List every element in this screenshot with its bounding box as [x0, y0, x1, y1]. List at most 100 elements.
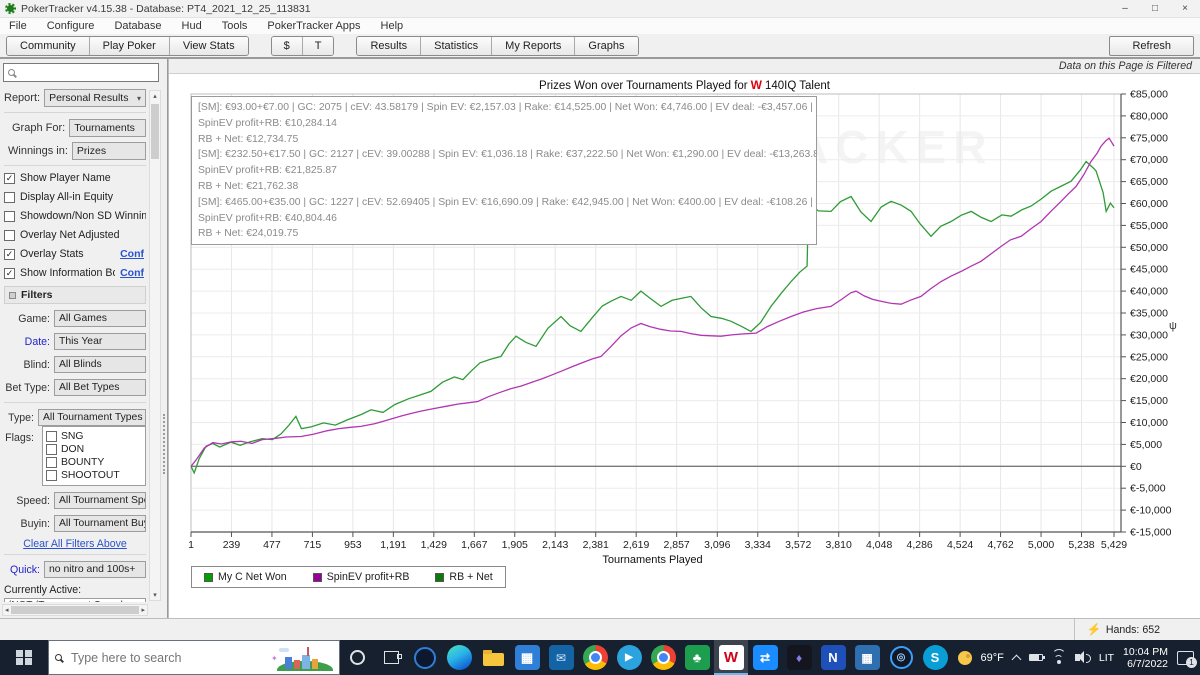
scroll-right-icon[interactable]: ▸ — [141, 607, 145, 614]
sidebar-search-input[interactable] — [18, 66, 158, 79]
tab-results[interactable]: Results — [357, 36, 422, 55]
scroll-left-icon[interactable]: ◂ — [5, 607, 9, 614]
filter-select-date[interactable]: This Year — [54, 333, 146, 350]
quick-select[interactable]: no nitro and 100s+ — [44, 561, 146, 578]
legend-item-my-c-net-won: My C Net Won — [204, 571, 287, 583]
flag-checkbox-bounty[interactable] — [46, 457, 57, 468]
report-select[interactable]: Personal Results ▾ — [44, 89, 146, 107]
filter-select-blind[interactable]: All Blinds — [54, 356, 146, 373]
chevron-up-icon[interactable] — [1011, 654, 1022, 664]
clear-all-filters-link[interactable]: Clear All Filters Above — [23, 538, 127, 550]
menu-tools[interactable]: Tools — [221, 20, 248, 32]
taskbar-app-chrome-profile-2[interactable] — [646, 640, 680, 675]
notification-center-icon[interactable]: 1 — [1177, 650, 1197, 668]
buyin-select[interactable]: All Tournament Buyins — [54, 515, 146, 532]
speed-select[interactable]: All Tournament Speeds — [54, 492, 146, 509]
pokertracker-logo-icon — [5, 3, 16, 14]
taskbar-app-camera-app[interactable]: ◎ — [884, 640, 918, 675]
menu-help[interactable]: Help — [380, 20, 404, 32]
scrollbar-thumb[interactable] — [151, 104, 159, 159]
sidebar-search-box[interactable] — [3, 63, 159, 82]
checkbox-overlay-stats[interactable]: ✓ — [4, 248, 15, 260]
taskbar-app-winamax-app[interactable]: W — [714, 640, 748, 675]
y-axis-tick-label: €60,000 — [1130, 198, 1168, 210]
taskbar-search-input[interactable] — [69, 649, 333, 666]
tab-graphs[interactable]: Graphs — [575, 36, 638, 55]
taskbar-search-box[interactable]: ✦ — [48, 640, 340, 675]
y-axis-tick-label: €25,000 — [1130, 351, 1168, 363]
menu-file[interactable]: File — [9, 20, 27, 32]
start-button[interactable] — [0, 640, 48, 675]
refresh-button[interactable]: Refresh — [1109, 35, 1194, 56]
winnings-in-select[interactable]: Prizes — [71, 142, 146, 160]
checkbox-overlay-net-adjusted[interactable] — [4, 229, 15, 241]
taskbar-app-mail-app[interactable]: ✉ — [544, 640, 578, 675]
taskbar-app-file-explorer[interactable] — [476, 640, 510, 675]
sidebar-horizontal-scrollbar[interactable]: ◂ ▸ — [2, 604, 148, 616]
taskbar-app-blue-app[interactable] — [408, 640, 442, 675]
sidebar-vertical-scrollbar[interactable]: ▴ ▾ — [149, 90, 161, 601]
checkbox-show-player-name[interactable]: ✓ — [4, 172, 15, 184]
wifi-icon[interactable] — [1051, 649, 1066, 664]
maximize-button[interactable]: □ — [1151, 3, 1159, 14]
x-axis-tick-label: 3,334 — [745, 539, 771, 551]
close-button[interactable]: × — [1182, 3, 1188, 14]
scroll-up-icon[interactable]: ▴ — [153, 93, 157, 100]
taskbar-app-edge-browser[interactable] — [442, 640, 476, 675]
conf-link-overlay-stats[interactable]: Conf — [120, 248, 144, 260]
taskbar-app-chrome-browser[interactable] — [578, 640, 612, 675]
menu-database[interactable]: Database — [114, 20, 162, 32]
filter-select-bet-type[interactable]: All Bet Types — [54, 379, 146, 396]
weather-icon[interactable] — [957, 650, 972, 665]
search-highlight-illustration[interactable]: ✦ — [269, 646, 335, 671]
x-axis-tick-label: 5,429 — [1101, 539, 1127, 551]
scrollbar-thumb[interactable] — [10, 606, 140, 614]
taskbar-app-telegram-app[interactable]: ▶ — [612, 640, 646, 675]
minimize-button[interactable]: – — [1122, 3, 1128, 14]
cortana-button[interactable] — [340, 640, 374, 675]
x-axis-tick-label: 1,905 — [502, 539, 528, 551]
battery-icon[interactable] — [1028, 654, 1045, 661]
type-select[interactable]: All Tournament Types — [38, 409, 146, 426]
task-view-icon — [383, 651, 402, 664]
store-app-icon: ▦ — [514, 645, 540, 670]
currency-toggle-t[interactable]: T — [302, 36, 334, 55]
toolbar-button-view-stats[interactable]: View Stats — [169, 36, 248, 55]
taskbar-app-dark-app[interactable]: ♦ — [782, 640, 816, 675]
filter-select-game[interactable]: All Games — [54, 310, 146, 327]
task-view-button[interactable] — [374, 640, 408, 675]
flag-checkbox-sng[interactable] — [46, 431, 57, 442]
speaker-icon[interactable] — [1074, 651, 1091, 663]
graph-for-select[interactable]: Tournaments — [69, 119, 146, 137]
currency-toggle-[interactable]: $ — [271, 36, 303, 55]
temperature-text[interactable]: 69°F — [980, 651, 1004, 664]
sidebar-splitter-handle[interactable] — [163, 414, 166, 474]
checkbox-display-all-in-equity[interactable] — [4, 191, 15, 203]
toolbar-button-community[interactable]: Community — [7, 36, 90, 55]
taskbar-app-skype-app[interactable]: S — [918, 640, 952, 675]
currently-active-expression[interactable]: (NOT (Tournament Speed Ultra-Turbo)) AND… — [4, 598, 146, 602]
toolbar-button-play-poker[interactable]: Play Poker — [89, 36, 170, 55]
y-axis-tick-label: €10,000 — [1130, 417, 1168, 429]
scroll-down-icon[interactable]: ▾ — [153, 592, 157, 599]
flag-checkbox-don[interactable] — [46, 444, 57, 455]
tab-my-reports[interactable]: My Reports — [492, 36, 576, 55]
taskbar-app-spreadsheet-app[interactable]: ▦ — [850, 640, 884, 675]
checkbox-showdown-non-sd-winnings[interactable] — [4, 210, 15, 222]
taskbar-clock[interactable]: 10:04 PM 6/7/2022 — [1123, 646, 1168, 670]
flag-checkbox-shootout[interactable] — [46, 470, 57, 481]
info-line: [SM]: €232.50+€17.50 | GC: 2127 | cEV: 3… — [198, 149, 817, 161]
x-axis-tick-label: 2,143 — [542, 539, 568, 551]
filters-header[interactable]: Filters — [4, 286, 146, 304]
taskbar-app-teamviewer-app[interactable]: ⇄ — [748, 640, 782, 675]
checkbox-show-information-box[interactable]: ✓ — [4, 267, 15, 279]
taskbar-app-pokertracker-app[interactable]: ♣ — [680, 640, 714, 675]
menu-hud[interactable]: Hud — [181, 20, 202, 32]
menu-pokertracker-apps[interactable]: PokerTracker Apps — [267, 20, 361, 32]
tab-statistics[interactable]: Statistics — [421, 36, 493, 55]
language-indicator[interactable]: LIT — [1098, 651, 1115, 664]
menu-configure[interactable]: Configure — [46, 20, 95, 32]
taskbar-app-store-app[interactable]: ▦ — [510, 640, 544, 675]
conf-link-show-information-box[interactable]: Conf — [120, 267, 144, 279]
taskbar-app-onenote-app[interactable]: N — [816, 640, 850, 675]
